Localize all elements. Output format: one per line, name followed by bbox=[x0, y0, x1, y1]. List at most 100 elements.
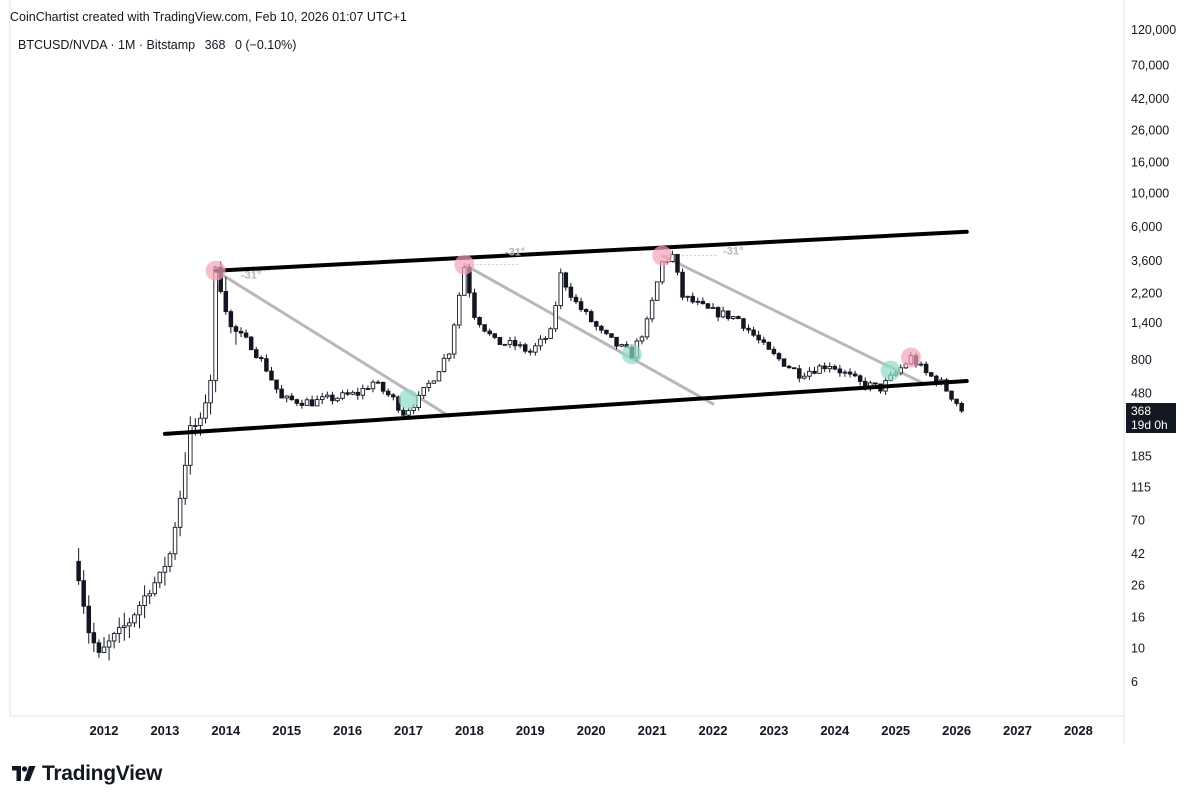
candle bbox=[791, 367, 797, 370]
candle bbox=[182, 452, 188, 505]
candle bbox=[604, 329, 609, 336]
candle bbox=[127, 617, 132, 638]
descending-trendline[interactable] bbox=[660, 254, 923, 384]
candle bbox=[319, 392, 325, 405]
candle bbox=[269, 366, 274, 381]
candle bbox=[558, 268, 564, 310]
candle bbox=[365, 385, 371, 390]
current-price-value: 368 bbox=[1131, 404, 1151, 418]
symbol-info[interactable]: BTCUSD/NVDA · 1M · Bitstamp 368 0 (−0.10… bbox=[18, 38, 302, 52]
candle bbox=[111, 631, 117, 649]
candle bbox=[223, 277, 229, 315]
candle bbox=[116, 617, 122, 643]
candle bbox=[472, 288, 477, 320]
candle bbox=[253, 346, 259, 359]
candle bbox=[457, 292, 462, 329]
descending-trendline[interactable] bbox=[462, 263, 715, 406]
candle bbox=[741, 318, 746, 332]
candle bbox=[746, 324, 751, 334]
candle bbox=[944, 378, 949, 392]
candle bbox=[380, 381, 386, 395]
candle bbox=[375, 379, 381, 384]
y-tick-label: 10,000 bbox=[1131, 187, 1169, 201]
channel-layer[interactable] bbox=[162, 229, 969, 436]
candle bbox=[700, 297, 706, 305]
candle bbox=[923, 361, 929, 376]
candle bbox=[588, 309, 594, 323]
candle bbox=[507, 336, 513, 348]
channel-lower-line[interactable] bbox=[162, 379, 969, 436]
y-tick-label: 1,400 bbox=[1131, 316, 1162, 330]
touch-marker bbox=[621, 344, 642, 365]
candle bbox=[152, 576, 157, 597]
candle bbox=[441, 354, 447, 373]
y-tick-label: 70,000 bbox=[1131, 58, 1169, 72]
candle bbox=[314, 395, 320, 407]
angle-label: -31° bbox=[723, 246, 743, 258]
candle bbox=[162, 556, 168, 586]
candle bbox=[543, 336, 548, 344]
candle bbox=[340, 390, 345, 400]
x-tick-label: 2026 bbox=[942, 723, 971, 738]
y-tick-label: 800 bbox=[1131, 353, 1152, 367]
y-tick-label: 42,000 bbox=[1131, 92, 1169, 106]
x-tick-label: 2013 bbox=[150, 723, 179, 738]
candle bbox=[259, 355, 264, 362]
candle bbox=[294, 398, 300, 406]
y-tick-label: 6 bbox=[1131, 675, 1138, 689]
candle bbox=[350, 390, 355, 396]
candle bbox=[548, 327, 553, 339]
channel-upper-line[interactable] bbox=[213, 229, 969, 273]
candle bbox=[751, 326, 756, 337]
time-axis[interactable]: 2012 2013 2014 2015 2016 2017 2018 2019 2020 2021… bbox=[90, 723, 1093, 738]
candle bbox=[695, 297, 701, 306]
x-tick-label: 2012 bbox=[90, 723, 119, 738]
candle bbox=[304, 397, 310, 406]
candle bbox=[345, 389, 350, 396]
candle bbox=[142, 585, 147, 619]
top-marker bbox=[454, 254, 475, 275]
candle bbox=[578, 297, 584, 313]
candle bbox=[776, 351, 782, 362]
y-tick-label: 10 bbox=[1131, 641, 1145, 655]
candle bbox=[157, 571, 163, 589]
candle bbox=[761, 336, 767, 346]
candle bbox=[959, 401, 964, 414]
y-tick-label: 2,200 bbox=[1131, 286, 1162, 300]
candle bbox=[675, 253, 680, 276]
candle bbox=[213, 265, 218, 393]
candle bbox=[680, 268, 685, 301]
y-tick-label: 26 bbox=[1131, 578, 1145, 592]
y-tick-label: 26,000 bbox=[1131, 124, 1169, 138]
x-tick-label: 2028 bbox=[1064, 723, 1093, 738]
tradingview-wordmark: TradingView bbox=[42, 762, 163, 785]
tradingview-brand[interactable]: TradingView bbox=[12, 762, 162, 786]
candle bbox=[233, 324, 239, 345]
x-tick-label: 2017 bbox=[394, 723, 423, 738]
candle bbox=[243, 329, 249, 339]
y-tick-label: 480 bbox=[1131, 387, 1152, 401]
candle bbox=[766, 341, 772, 350]
x-tick-label: 2018 bbox=[455, 723, 484, 738]
candles bbox=[76, 250, 964, 661]
candle bbox=[685, 295, 690, 302]
candle bbox=[299, 399, 305, 409]
candle bbox=[208, 374, 213, 415]
candle bbox=[731, 315, 736, 321]
candle bbox=[274, 379, 279, 394]
candle bbox=[106, 634, 112, 661]
symbol-name[interactable]: BTCUSD/NVDA · 1M · Bitstamp bbox=[18, 38, 196, 52]
candle bbox=[522, 342, 528, 354]
y-tick-label: 6,000 bbox=[1131, 220, 1162, 234]
candle bbox=[954, 398, 959, 407]
candle bbox=[289, 392, 295, 401]
candle bbox=[325, 391, 330, 399]
candle bbox=[391, 393, 396, 401]
candle bbox=[715, 306, 721, 322]
price-axis[interactable]: 120,000 70,000 42,000 26,000 16,000 10,000 6,0… bbox=[1131, 23, 1176, 689]
angle-label: -31° bbox=[241, 270, 261, 282]
candle bbox=[822, 362, 827, 373]
candle bbox=[594, 320, 599, 331]
candle bbox=[335, 397, 340, 403]
